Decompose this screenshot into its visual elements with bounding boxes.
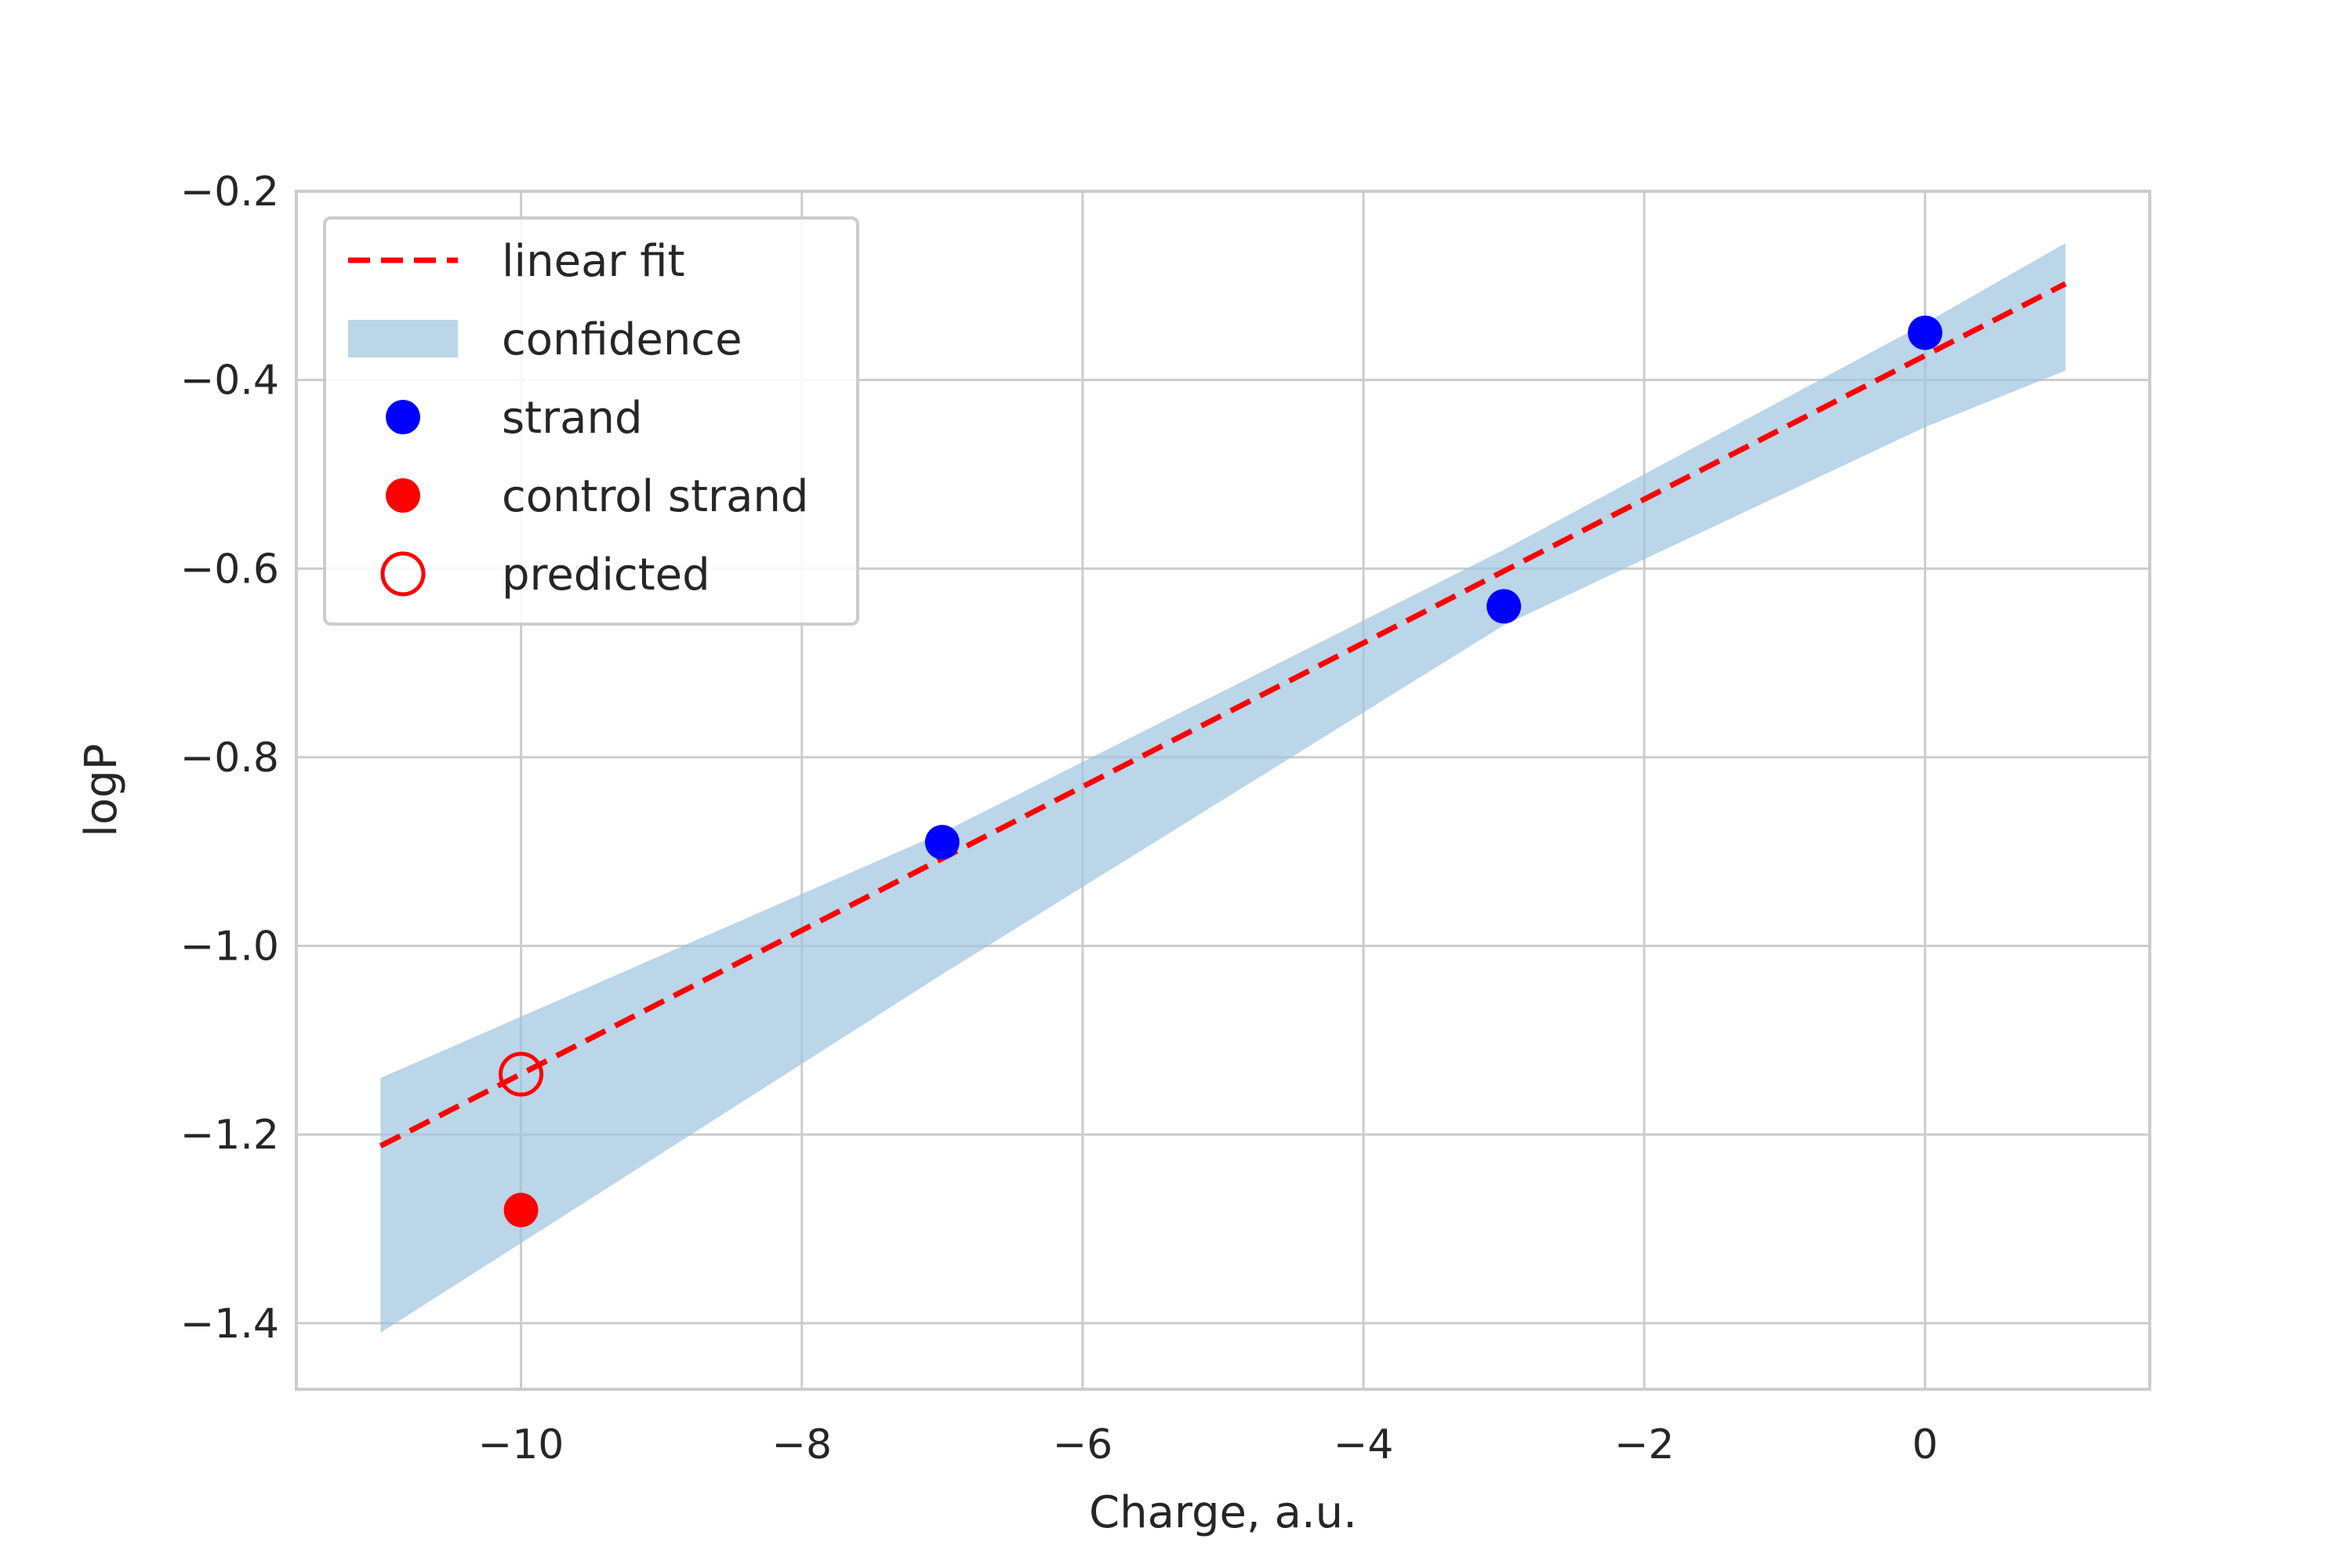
- y-tick-label: −1.2: [180, 1112, 279, 1159]
- legend-handle-confidence: [348, 320, 458, 358]
- x-axis-label: Charge, a.u.: [1089, 1487, 1357, 1538]
- control-strand-point: [503, 1192, 539, 1228]
- legend-box: [323, 216, 859, 626]
- linear-fit-line: [379, 281, 2067, 1149]
- y-tick-label: −1.0: [180, 924, 279, 971]
- y-tick-label: −0.4: [180, 358, 279, 405]
- x-tick-label: −10: [478, 1421, 564, 1468]
- x-tick-label: −2: [1614, 1421, 1675, 1468]
- x-tick-label: −6: [1053, 1421, 1113, 1468]
- legend-handle-strand: [386, 400, 420, 434]
- strand-point: [1486, 589, 1522, 624]
- tick-labels: −10 −8 −6 −4 −2 0 −1.4 −1.2 −1.0 −0.8 −0.6 −0.4 −0.2: [180, 169, 1938, 1468]
- legend-label: strand: [502, 393, 643, 444]
- y-tick-label: −1.4: [180, 1301, 279, 1348]
- predicted-point: [499, 1051, 544, 1097]
- y-tick-label: −0.6: [180, 546, 279, 593]
- legend-label: control strand: [502, 471, 808, 522]
- strand-point: [924, 825, 960, 860]
- x-tick-label: −8: [771, 1421, 832, 1468]
- legend-label: confidence: [502, 314, 742, 365]
- x-tick-label: −4: [1334, 1421, 1394, 1468]
- confidence-band: [380, 243, 2066, 1333]
- legend-label: predicted: [502, 550, 710, 601]
- y-axis-label: logP: [76, 743, 127, 837]
- strand-point: [1907, 315, 1943, 350]
- legend-label: linear fit: [502, 236, 684, 287]
- plot-frame: [295, 190, 2151, 1391]
- y-tick-label: −0.2: [180, 169, 279, 216]
- fit-line-layer: [379, 281, 2067, 1149]
- legend-handle-predicted: [380, 551, 426, 597]
- confidence-band-layer: [380, 243, 2066, 1333]
- legend-handle-control-strand: [386, 478, 420, 513]
- points-layer: [499, 315, 1943, 1228]
- legend: linear fit confidence strand control strand…: [323, 216, 859, 626]
- x-tick-label: 0: [1912, 1421, 1938, 1468]
- y-tick-label: −0.8: [180, 735, 279, 782]
